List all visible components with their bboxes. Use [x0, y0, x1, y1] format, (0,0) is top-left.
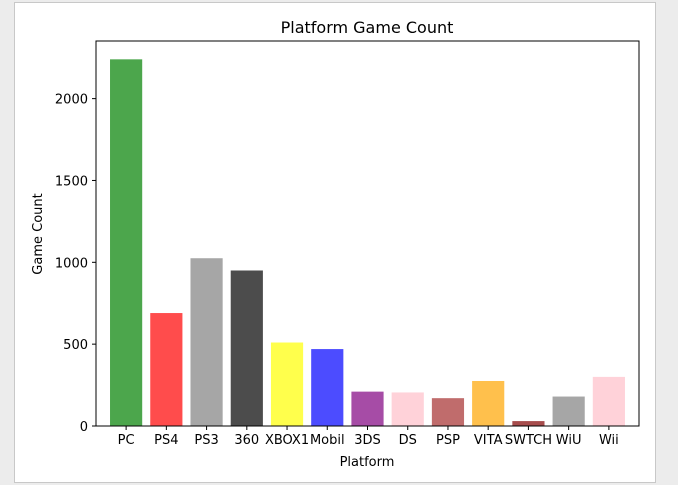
bar-xbox1 — [270, 342, 304, 426]
y-tick-label: 0 — [80, 420, 88, 435]
x-tick-label: VITA — [474, 433, 503, 448]
x-tick-label: SWTCH — [505, 433, 552, 448]
y-tick-label: 2000 — [55, 93, 88, 108]
x-tick-label: XBOX1 — [265, 433, 309, 448]
bar-psp — [431, 398, 465, 426]
bar-mobil — [311, 349, 344, 426]
bar-wii — [592, 376, 625, 426]
bar-pc — [110, 59, 143, 426]
y-tick-label: 500 — [63, 338, 88, 353]
y-axis-ticks: 0 500 1000 1500 2000 — [55, 93, 96, 435]
y-axis-label: Game Count — [31, 193, 46, 274]
figure-window: Platform Game Count PC PS4 PS3 360 XBOX1 Mobi… — [14, 2, 656, 483]
x-tick-label: Mobil — [310, 433, 345, 448]
bar-swtch — [512, 421, 545, 426]
chart-title: Platform Game Count — [281, 18, 454, 37]
bar-vita — [472, 380, 505, 426]
bar-ps4 — [150, 313, 183, 426]
bar-wiu — [552, 396, 585, 426]
x-tick-label: Wii — [599, 433, 619, 448]
x-axis-label: Platform — [340, 455, 395, 470]
bar-ps3 — [190, 258, 223, 426]
y-tick-label: 1500 — [55, 174, 88, 189]
x-tick-label: PS3 — [194, 433, 218, 448]
x-tick-label: 3DS — [354, 433, 381, 448]
y-tick-label: 1000 — [55, 256, 88, 271]
bars-layer — [110, 59, 625, 427]
x-tick-label: PC — [118, 433, 135, 448]
x-tick-label: DS — [399, 433, 417, 448]
x-axis-ticks: PC PS4 PS3 360 XBOX1 Mobil 3DS DS PSP VITA SWTCH Wi… — [118, 426, 619, 448]
bar-3ds — [351, 391, 384, 427]
bar-360 — [230, 270, 263, 426]
bar-ds — [391, 392, 424, 426]
x-tick-label: PS4 — [154, 433, 178, 448]
bar-chart: Platform Game Count PC PS4 PS3 360 XBOX1 Mobi… — [31, 18, 640, 470]
x-tick-label: WiU — [556, 433, 582, 448]
x-tick-label: PSP — [436, 433, 460, 448]
x-tick-label: 360 — [234, 433, 259, 448]
